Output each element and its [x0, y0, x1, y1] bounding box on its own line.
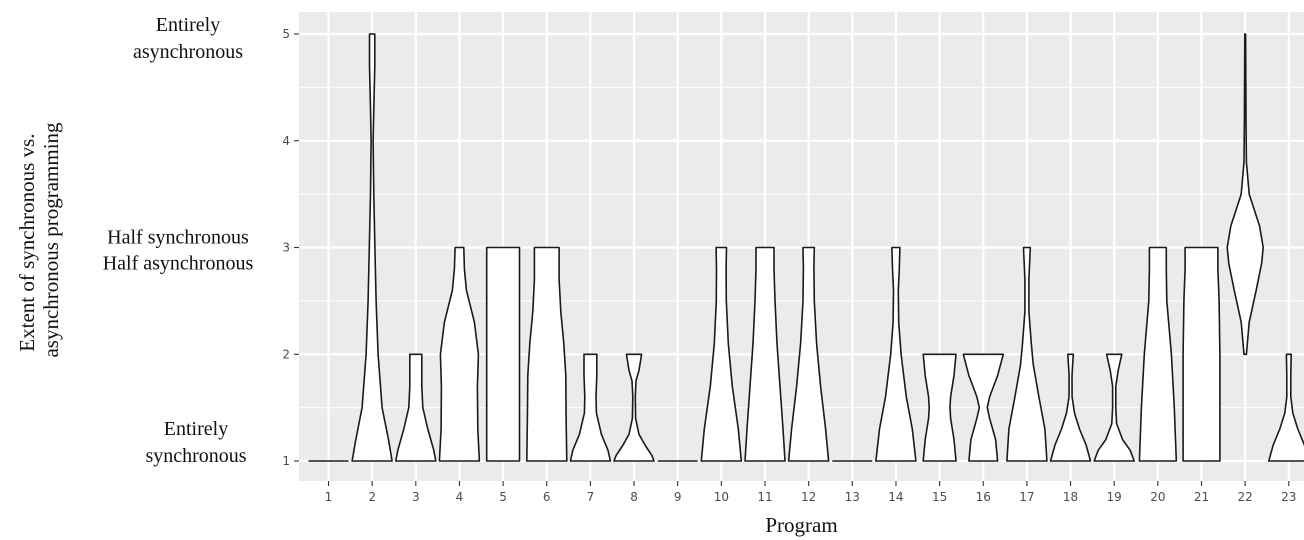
x-tick-label: 9 [674, 490, 682, 504]
violin-program-21 [1183, 248, 1220, 462]
y-category-labels: Entirely asynchronous Half synchronous Half… [103, 14, 254, 467]
y-category-label: Entirely [156, 14, 220, 36]
x-tick-label: 18 [1063, 490, 1078, 504]
y-category-label: Half synchronous [107, 227, 249, 249]
x-tick-label: 23 [1281, 490, 1296, 504]
x-tick-label: 11 [757, 490, 772, 504]
y-tick-label: 2 [282, 347, 290, 361]
y-tick-label: 1 [282, 454, 290, 468]
x-tick-label: 19 [1107, 490, 1122, 504]
x-tick-label: 7 [587, 490, 595, 504]
x-tick-label: 21 [1194, 490, 1209, 504]
y-axis-title: Extent of synchronous vs. asynchronous p… [15, 122, 63, 358]
x-tick-label: 10 [714, 490, 729, 504]
x-axis-ticks: 1 2 3 4 5 6 7 8 9 10 11 12 13 14 15 16 17 18 19 20 21 22 23 [325, 481, 1297, 504]
x-tick-label: 2 [368, 490, 376, 504]
violin-program-5 [487, 248, 520, 462]
y-axis-title-line-1: Extent of synchronous vs. [15, 134, 39, 352]
x-tick-label: 3 [412, 490, 420, 504]
x-axis-title: Program [765, 513, 837, 537]
y-category-label: Entirely [164, 418, 228, 440]
y-tick-label: 3 [282, 241, 290, 255]
x-tick-label: 6 [543, 490, 551, 504]
x-tick-label: 4 [456, 490, 464, 504]
x-tick-label: 8 [630, 490, 638, 504]
y-tick-label: 4 [282, 134, 290, 148]
x-tick-label: 15 [932, 490, 947, 504]
y-category-label: synchronous [145, 445, 246, 467]
y-axis-ticks: 1 2 3 4 5 [282, 27, 299, 468]
x-tick-label: 14 [888, 490, 903, 504]
x-tick-label: 1 [325, 490, 333, 504]
x-tick-label: 13 [845, 490, 860, 504]
x-tick-label: 16 [976, 490, 991, 504]
x-tick-label: 22 [1238, 490, 1253, 504]
x-tick-label: 17 [1019, 490, 1034, 504]
x-tick-label: 5 [499, 490, 507, 504]
y-category-label: asynchronous [133, 41, 243, 63]
x-tick-label: 12 [801, 490, 816, 504]
y-category-label: Half asynchronous [103, 253, 254, 275]
x-tick-label: 20 [1150, 490, 1165, 504]
y-axis-title-line-2: asynchronous programming [39, 122, 63, 358]
y-tick-label: 5 [282, 27, 290, 41]
